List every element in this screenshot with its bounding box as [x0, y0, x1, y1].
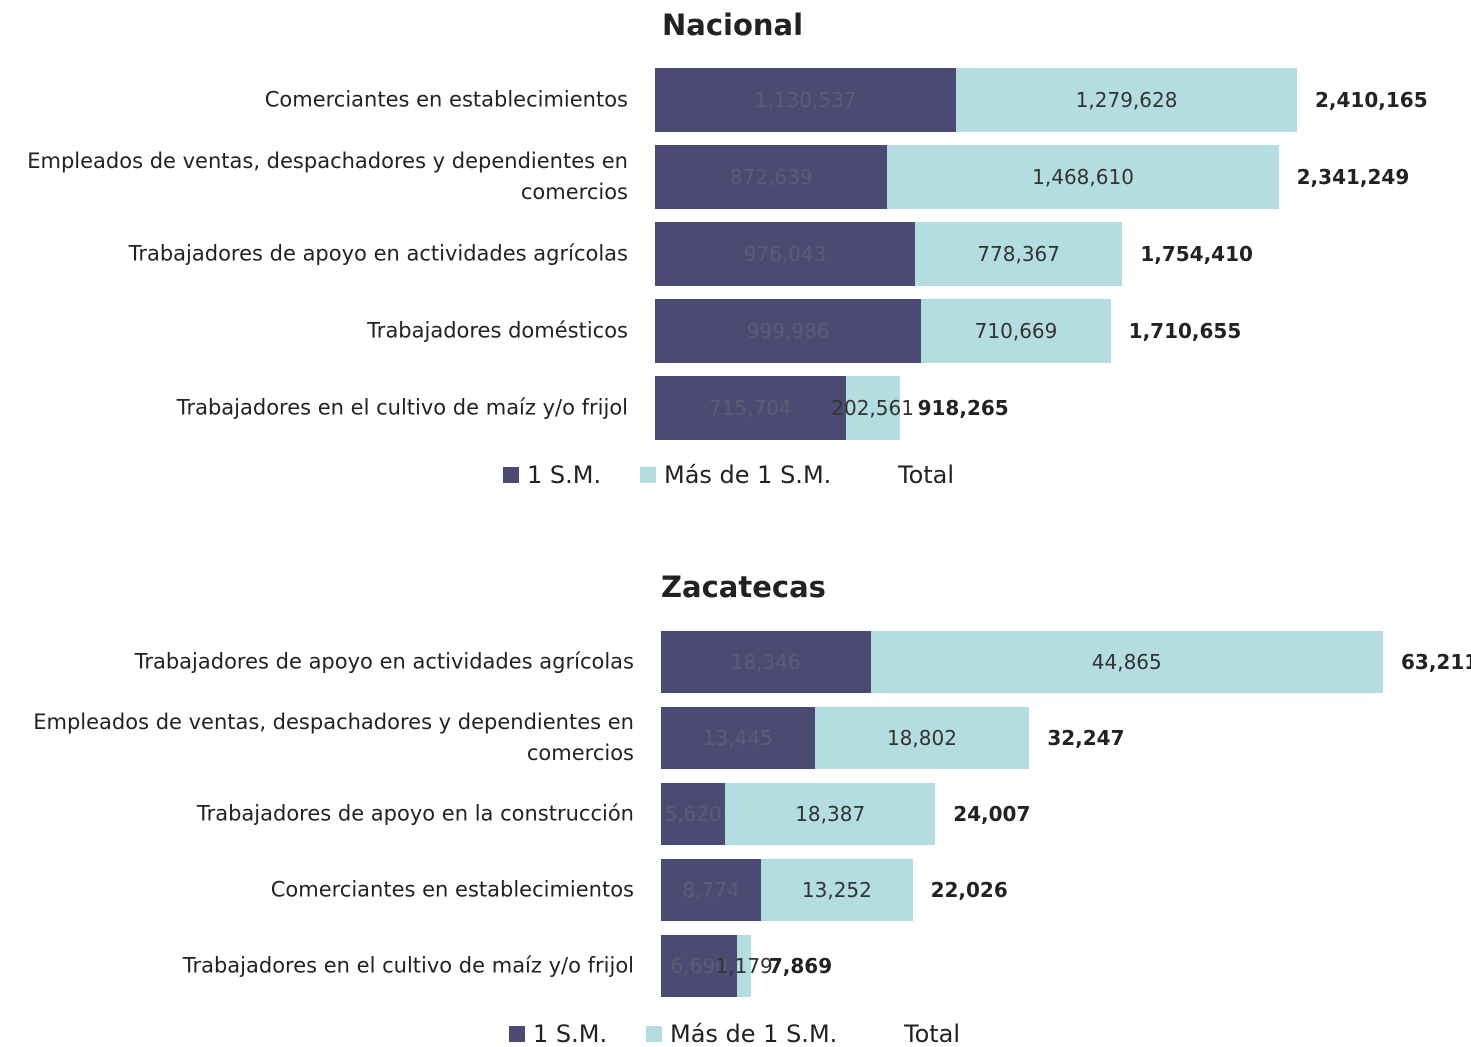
total-label: 22,026 [930, 878, 1008, 902]
bar-segment [725, 783, 936, 845]
legend-label: 1 S.M. [527, 461, 602, 489]
bar-segment [655, 145, 888, 209]
value-label: 1,279,628 [1075, 88, 1178, 112]
chart-title: Nacional [662, 8, 804, 42]
bar-segment [921, 299, 1111, 363]
bar-segment [661, 631, 871, 693]
bar-segment [661, 859, 762, 921]
bar-segment [956, 68, 1297, 132]
value-label: 872,639 [729, 165, 813, 189]
category-label: Trabajadores en el cultivo de maíz y/o f… [182, 953, 634, 978]
bar-segment [661, 935, 738, 997]
value-label: 1,468,610 [1032, 165, 1134, 189]
value-label: 976,043 [743, 242, 827, 266]
total-label: 918,265 [917, 396, 1009, 420]
value-label: 18,346 [730, 650, 801, 674]
legend-swatch [640, 467, 656, 483]
bar-segment [737, 935, 751, 997]
bar-segment [661, 707, 815, 769]
legend-label: Más de 1 S.M. [670, 1020, 838, 1047]
bar-segment [655, 299, 922, 363]
category-label: Trabajadores de apoyo en actividades agr… [128, 241, 628, 266]
value-label: 1,130,537 [754, 88, 857, 112]
value-label: 778,367 [977, 242, 1061, 266]
category-label: Empleados de ventas, despachadores y dep… [27, 149, 628, 204]
legend-label: Total [898, 461, 955, 489]
bar-segment [845, 376, 900, 440]
total-label: 7,869 [768, 954, 833, 978]
value-label: 18,387 [795, 802, 866, 826]
legend-swatch [503, 467, 519, 483]
bar-segment [814, 707, 1030, 769]
category-label: Trabajadores de apoyo en actividades agr… [134, 649, 634, 674]
category-label: Empleados de ventas, despachadores y dep… [33, 710, 634, 765]
value-label: 715,704 [708, 396, 792, 420]
total-label: 63,211 [1401, 650, 1471, 674]
category-label: Comerciantes en establecimientos [270, 877, 634, 902]
bar-segment [887, 145, 1279, 209]
category-label: Comerciantes en establecimientos [264, 87, 628, 112]
bar-segment [655, 222, 915, 286]
value-label: 202,561 [831, 396, 914, 420]
total-label: 2,341,249 [1296, 165, 1410, 189]
value-label: 1,179 [715, 954, 773, 978]
category-label: Trabajadores domésticos [367, 318, 628, 343]
category-label: Trabajadores en el cultivo de maíz y/o f… [176, 395, 628, 420]
value-label: 710,669 [974, 319, 1058, 343]
value-label: 6,690 [670, 954, 728, 978]
legend-label: Total [904, 1020, 961, 1047]
value-label: 44,865 [1091, 650, 1162, 674]
total-label: 32,247 [1047, 726, 1125, 750]
total-label: 1,754,410 [1140, 242, 1253, 266]
bar-segment [761, 859, 913, 921]
legend-label: 1 S.M. [533, 1020, 608, 1047]
value-label: 18,802 [886, 726, 957, 750]
category-label: Trabajadores de apoyo en la construcción [196, 801, 634, 826]
legend-label: Más de 1 S.M. [664, 461, 832, 489]
total-label: 1,710,655 [1128, 319, 1242, 343]
value-label: 5,620 [664, 802, 722, 826]
bar-segment [655, 68, 957, 132]
legend-swatch [509, 1026, 525, 1042]
bar-segment [914, 222, 1123, 286]
value-label: 999,986 [746, 319, 830, 343]
bar-segment [661, 783, 726, 845]
total-label: 2,410,165 [1315, 88, 1428, 112]
total-label: 24,007 [953, 802, 1031, 826]
bar-segment [870, 631, 1383, 693]
bar-segment [655, 376, 846, 440]
legend-swatch [646, 1026, 662, 1042]
value-label: 13,252 [801, 878, 872, 902]
value-label: 13,445 [702, 726, 773, 750]
chart-title: Zacatecas [661, 570, 826, 604]
value-label: 8,774 [682, 878, 740, 902]
